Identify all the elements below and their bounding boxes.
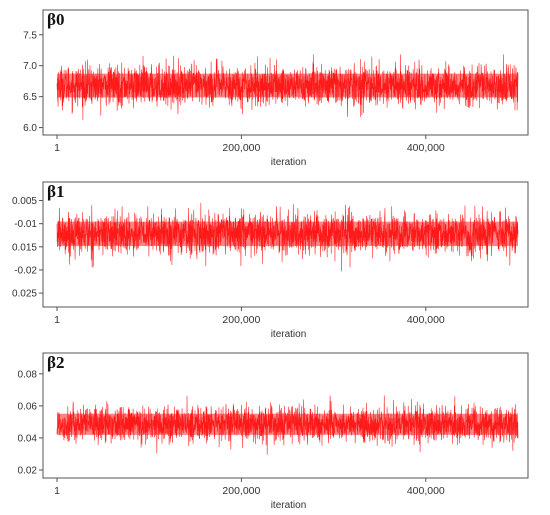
- x-tick-label: 1: [54, 314, 60, 326]
- y-tick-label: 0.02: [18, 465, 38, 476]
- chart-title: β0: [47, 10, 64, 29]
- y-tick-label: 0.08: [18, 369, 38, 380]
- mcmc-trace-line: [56, 395, 519, 455]
- x-tick-label: 400,000: [407, 485, 445, 497]
- chart-svg: β1 0.005 -0.01 0.015 -0.02 0.025 1 200,000 400,0…: [12, 181, 529, 340]
- y-tick-label: 7.0: [23, 61, 37, 72]
- x-tick-label: 200,000: [222, 485, 260, 497]
- y-tick-label: -0.01: [14, 219, 37, 230]
- chart-title: β2: [47, 353, 64, 372]
- mcmc-trace-line: [56, 54, 519, 121]
- y-tick-label: 0.04: [18, 433, 38, 444]
- y-tick-label: -0.02: [14, 265, 37, 276]
- plot-frame: [42, 9, 529, 136]
- trace-plot-beta2: β2 0.02 0.04 0.06 0.08 1 200,000 400,000 iterati…: [0, 343, 550, 513]
- y-tick-label: 7.5: [23, 30, 37, 41]
- x-tick-label: 1: [54, 142, 60, 154]
- x-tick-label: 400,000: [407, 142, 445, 154]
- x-tick-label: 1: [54, 485, 60, 497]
- y-tick-label: 6.0: [23, 123, 37, 134]
- y-tick-label: 0.015: [12, 242, 37, 253]
- x-axis-label: iteration: [271, 157, 307, 168]
- x-axis-label: iteration: [271, 329, 307, 340]
- y-tick-label: 6.5: [23, 92, 37, 103]
- trace-plot-beta0: β0 6.0 6.5 7.0 7.5 1 200,000 400,000 iteration: [0, 0, 550, 170]
- x-tick-label: 200,000: [222, 142, 260, 154]
- chart-svg: β2 0.02 0.04 0.06 0.08 1 200,000 400,000 iterati…: [18, 352, 529, 511]
- x-tick-label: 400,000: [407, 314, 445, 326]
- y-tick-label: 0.025: [12, 289, 37, 300]
- trace-plot-beta1: β1 0.005 -0.01 0.015 -0.02 0.025 1 200,000 400,0…: [0, 172, 550, 342]
- y-tick-label: 0.06: [18, 401, 38, 412]
- chart-svg: β0 6.0 6.5 7.0 7.5 1 200,000 400,000 iteration: [23, 9, 529, 168]
- y-tick-label: 0.005: [12, 196, 37, 207]
- chart-title: β1: [47, 182, 64, 201]
- x-axis-label: iteration: [271, 500, 307, 511]
- mcmc-trace-line: [56, 202, 519, 272]
- x-tick-label: 200,000: [222, 314, 260, 326]
